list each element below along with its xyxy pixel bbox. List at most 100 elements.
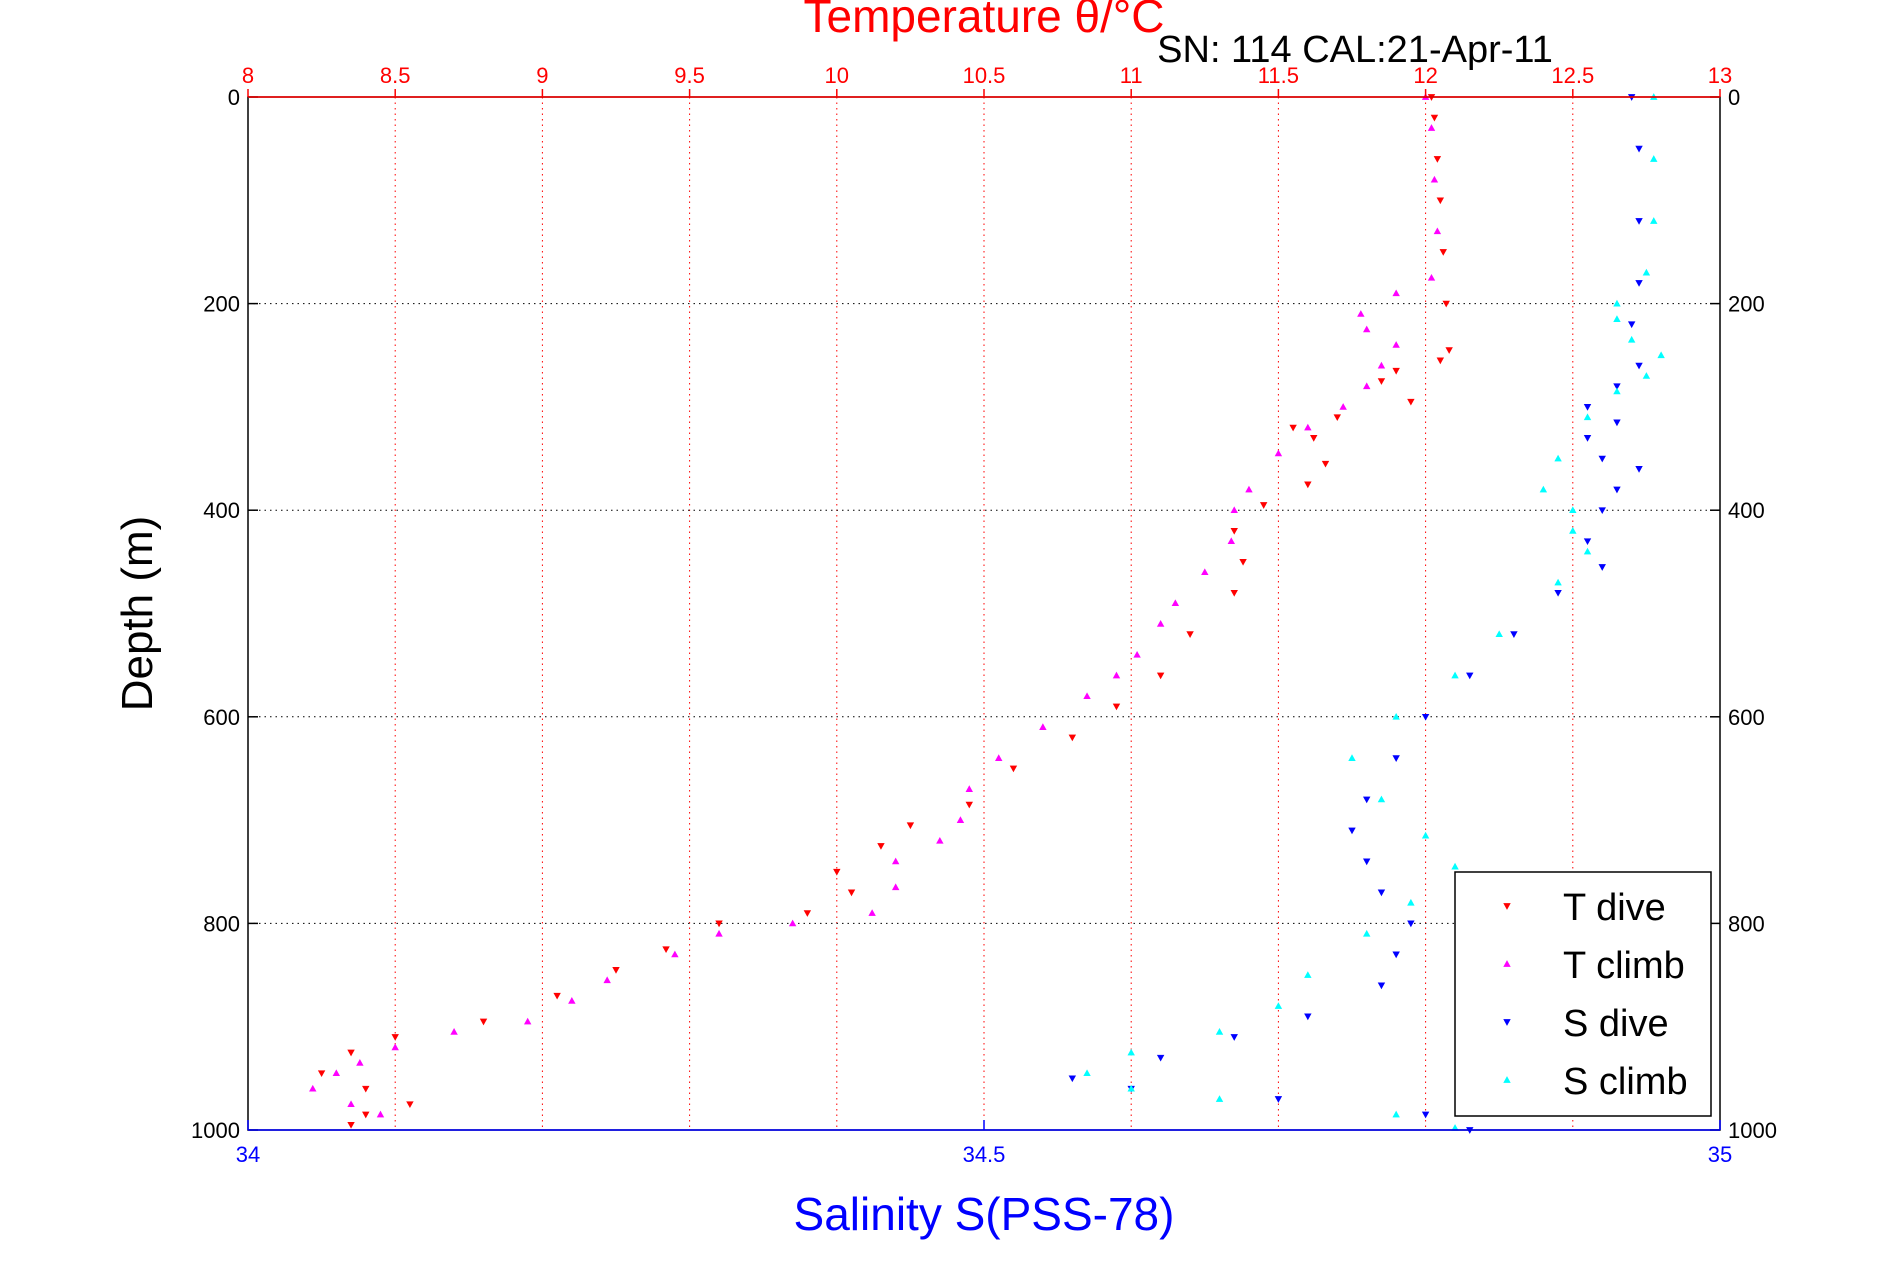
data-point — [1657, 351, 1665, 359]
legend-marker — [1503, 903, 1511, 910]
data-point — [1230, 1034, 1238, 1041]
data-point — [1304, 481, 1312, 489]
temperature-tick-label: 12.5 — [1551, 63, 1594, 88]
data-point — [1430, 175, 1439, 183]
data-point — [1436, 197, 1445, 205]
data-point — [1348, 827, 1356, 835]
data-point — [1215, 1095, 1224, 1102]
data-point — [868, 909, 876, 916]
data-point — [1445, 347, 1453, 354]
data-point — [1427, 124, 1436, 131]
data-point — [1245, 485, 1253, 493]
data-point — [1133, 651, 1141, 658]
data-point — [347, 1121, 355, 1129]
data-point — [523, 1017, 532, 1025]
data-point — [1230, 506, 1238, 514]
data-point — [1068, 1075, 1077, 1083]
depth-tick-label-right: 200 — [1728, 292, 1765, 317]
temperature-axis-label: Temperature θ/°C — [804, 0, 1165, 42]
data-point — [1421, 1111, 1430, 1119]
depth-tick-label-left: 0 — [228, 85, 240, 110]
data-point — [1321, 460, 1330, 468]
data-point — [1156, 620, 1165, 627]
depth-tick-label-left: 200 — [203, 292, 240, 317]
series-layer — [309, 93, 1665, 1134]
data-point — [450, 1028, 458, 1035]
data-point — [662, 946, 670, 954]
data-point — [1289, 424, 1297, 432]
data-point — [1430, 114, 1439, 122]
data-point — [1068, 734, 1077, 742]
data-point — [1215, 1028, 1224, 1035]
data-point — [1635, 280, 1643, 287]
data-point — [1407, 898, 1415, 906]
temperature-tick-label: 13 — [1708, 63, 1732, 88]
data-point — [1274, 1002, 1283, 1009]
data-point — [1583, 413, 1592, 421]
data-point — [1363, 382, 1371, 390]
data-point — [356, 1059, 364, 1066]
data-point — [715, 929, 723, 937]
data-point — [671, 950, 679, 958]
data-point — [1466, 672, 1474, 680]
data-point — [1156, 672, 1165, 680]
data-point — [1127, 1048, 1135, 1056]
data-point — [1569, 506, 1577, 514]
depth-axis-label: Depth (m) — [113, 516, 162, 712]
data-point — [1436, 357, 1445, 365]
data-point — [1239, 558, 1247, 566]
data-point — [956, 816, 965, 823]
legend-marker — [1503, 960, 1511, 967]
data-point — [1392, 712, 1400, 720]
data-point — [1392, 367, 1400, 375]
data-point — [1377, 889, 1386, 897]
data-point — [1642, 268, 1651, 276]
data-point — [1583, 538, 1592, 546]
data-point — [1583, 547, 1592, 555]
legend-entry-label: S climb — [1563, 1061, 1688, 1103]
data-point — [833, 868, 841, 876]
temperature-tick-label: 8 — [242, 63, 254, 88]
data-point — [362, 1111, 370, 1119]
data-point — [715, 920, 723, 928]
data-point — [1357, 310, 1365, 317]
data-point — [1613, 419, 1621, 427]
data-point — [1112, 671, 1121, 679]
data-point — [1392, 951, 1400, 959]
data-point — [1427, 273, 1436, 281]
data-point — [788, 919, 797, 927]
data-point — [347, 1100, 355, 1108]
temperature-tick-label: 10 — [825, 63, 849, 88]
data-point — [1363, 796, 1371, 804]
data-point — [1201, 568, 1209, 576]
data-point — [847, 889, 856, 897]
data-point — [1348, 754, 1356, 761]
data-point — [1539, 485, 1548, 493]
data-point — [877, 843, 885, 850]
depth-tick-label-left: 1000 — [191, 1118, 240, 1143]
data-point — [1554, 589, 1562, 597]
data-point — [1377, 378, 1386, 385]
temperature-tick-label: 10.5 — [963, 63, 1006, 88]
data-point — [936, 836, 944, 844]
data-point — [1627, 321, 1636, 329]
data-point — [391, 1034, 399, 1041]
data-point — [1650, 155, 1658, 162]
salinity-axis-label: Salinity S(PSS-78) — [794, 1188, 1175, 1240]
data-point — [1392, 289, 1400, 297]
data-point — [1613, 315, 1621, 322]
data-point — [1009, 765, 1018, 773]
data-point — [1627, 335, 1636, 343]
data-point — [553, 992, 561, 1000]
data-point — [995, 754, 1003, 761]
data-point — [891, 857, 900, 865]
data-point — [1554, 578, 1562, 586]
data-point — [1227, 537, 1236, 545]
legend: T dive T climb S dive S climb — [1454, 871, 1712, 1117]
depth-tick-label-left: 600 — [203, 705, 240, 730]
data-point — [309, 1084, 317, 1092]
data-point — [906, 822, 915, 830]
data-point — [406, 1101, 414, 1108]
